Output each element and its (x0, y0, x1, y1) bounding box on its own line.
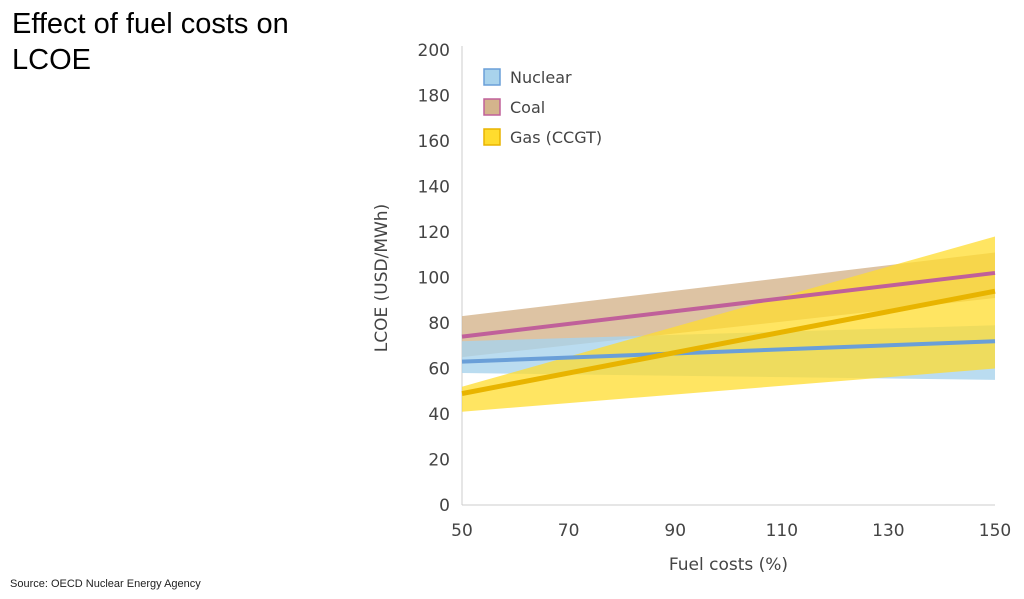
y-tick-label: 100 (418, 269, 450, 289)
legend-swatch (483, 128, 501, 146)
y-tick-label: 140 (418, 178, 450, 198)
line-nuclear (461, 339, 996, 364)
y-tick-label: 0 (439, 496, 450, 516)
legend-swatch (483, 98, 501, 116)
y-tick-label: 120 (418, 223, 450, 243)
line-coal (461, 270, 996, 339)
legend-label: Coal (510, 98, 545, 117)
legend-swatch (483, 68, 501, 86)
line-gas-ccgt- (461, 288, 996, 396)
x-tick-label: 50 (451, 521, 473, 541)
y-tick-label: 40 (428, 405, 450, 425)
legend-label: Nuclear (510, 68, 572, 87)
y-tick-label: 20 (428, 451, 450, 471)
y-axis-label: LCOE (USD/MWh) (372, 204, 392, 352)
x-tick-label: 70 (558, 521, 580, 541)
y-tick-label: 200 (418, 41, 450, 61)
y-tick-label: 60 (428, 360, 450, 380)
x-tick-label: 90 (664, 521, 686, 541)
legend-label: Gas (CCGT) (510, 128, 602, 147)
y-tick-label: 160 (418, 132, 450, 152)
y-tick-label: 180 (418, 87, 450, 107)
x-axis-label: Fuel costs (%) (669, 555, 788, 575)
x-tick-label: 150 (979, 521, 1011, 541)
x-tick-label: 110 (766, 521, 798, 541)
y-tick-label: 80 (428, 314, 450, 334)
x-tick-label: 130 (872, 521, 904, 541)
source-note: Source: OECD Nuclear Energy Agency (10, 578, 201, 590)
chart-title: Effect of fuel costs on LCOE (12, 8, 289, 76)
